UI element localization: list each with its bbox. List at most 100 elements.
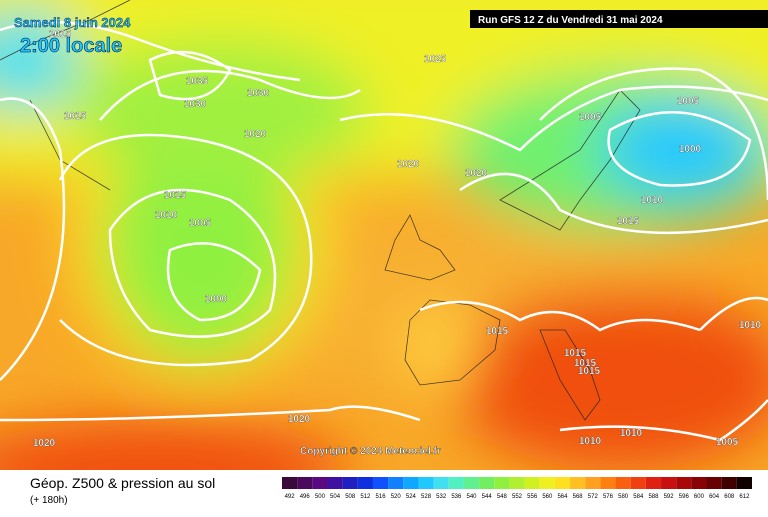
- isobar-label: 1015: [486, 326, 509, 337]
- isobar-label: 1005: [677, 96, 700, 107]
- scale-label: 492: [285, 494, 296, 500]
- scale-swatch: [736, 477, 752, 489]
- isobar-label: 1025: [424, 54, 447, 65]
- scale-label: 584: [633, 494, 644, 500]
- isobar-label: 1010: [155, 210, 178, 221]
- scale-swatch: [357, 477, 373, 489]
- scale-label: 520: [391, 494, 402, 500]
- scale-swatch: [539, 477, 555, 489]
- scale-swatch: [524, 477, 540, 489]
- scale-swatch: [312, 477, 328, 489]
- isobar-label: 1030: [247, 88, 270, 99]
- scale-swatch: [479, 477, 495, 489]
- isobar-label: 1020: [397, 159, 420, 170]
- isobar-label: 1020: [244, 129, 267, 140]
- scale-label: 604: [709, 494, 720, 500]
- isobar-label: 1010: [641, 195, 664, 206]
- isobar-label: 1020: [288, 414, 311, 425]
- scale-swatch: [706, 477, 722, 489]
- footer-title: Géop. Z500 & pression au sol: [30, 475, 215, 491]
- run-label: Run GFS 12 Z du Vendredi 31 mai 2024: [478, 15, 663, 26]
- scale-swatch: [418, 477, 434, 489]
- isobar-label: 1030: [184, 99, 207, 110]
- time-label: 2:00 locale: [20, 35, 122, 57]
- isobar-label: 1015: [164, 190, 187, 201]
- scale-swatch: [585, 477, 601, 489]
- isobar-label: 1015: [578, 366, 601, 377]
- scale-swatch: [282, 477, 298, 489]
- isobar-label: 1010: [579, 436, 602, 447]
- scale-swatch: [297, 477, 313, 489]
- scale-label: 504: [330, 494, 341, 500]
- scale-label: 532: [436, 494, 447, 500]
- scale-label: 560: [542, 494, 553, 500]
- scale-label: 500: [315, 494, 326, 500]
- scale-swatch: [676, 477, 692, 489]
- isobars: [0, 20, 768, 442]
- scale-swatch: [327, 477, 343, 489]
- scale-swatch: [661, 477, 677, 489]
- scale-label: 572: [588, 494, 599, 500]
- scale-label: 612: [739, 494, 750, 500]
- scale-swatch: [372, 477, 389, 489]
- isobar-label: 1005: [716, 437, 739, 448]
- scale-label: 576: [603, 494, 614, 500]
- scale-swatch: [615, 477, 631, 489]
- scale-swatch: [600, 477, 616, 489]
- scale-swatch: [403, 477, 419, 489]
- date-label: Samedi 8 juin 2024: [14, 15, 131, 30]
- isobar-label: 1035: [186, 76, 209, 87]
- scale-swatch: [463, 477, 480, 489]
- scale-swatch: [494, 477, 510, 489]
- scale-label: 552: [512, 494, 523, 500]
- scale-label: 496: [300, 494, 311, 500]
- footer-subtitle: (+ 180h): [30, 495, 68, 506]
- isobar-label: 1020: [465, 168, 488, 179]
- scale-label: 528: [421, 494, 432, 500]
- isobar-label: 1010: [739, 320, 762, 331]
- scale-label: 556: [527, 494, 538, 500]
- isobar-label: 1015: [617, 216, 640, 227]
- scale-swatch: [721, 477, 737, 489]
- scale-swatch: [570, 477, 586, 489]
- isobar-label: 1000: [679, 144, 702, 155]
- scale-label: 512: [360, 494, 371, 500]
- scale-label: 516: [376, 494, 387, 500]
- isobar-label: 1010: [620, 428, 643, 439]
- isobar-label: 1015: [64, 111, 87, 122]
- scale-label: 568: [573, 494, 584, 500]
- scale-swatch: [554, 477, 571, 489]
- scale-swatch: [448, 477, 464, 489]
- scale-swatch: [433, 477, 449, 489]
- scale-swatch: [388, 477, 404, 489]
- scale-swatch: [630, 477, 646, 489]
- scale-label: 544: [482, 494, 493, 500]
- scale-swatch: [691, 477, 707, 489]
- scale-swatch: [509, 477, 525, 489]
- scale-swatch: [645, 477, 662, 489]
- scale-label: 524: [406, 494, 417, 500]
- scale-label: 548: [497, 494, 508, 500]
- scale-swatch: [342, 477, 358, 489]
- scale-label: 596: [679, 494, 690, 500]
- scale-label: 608: [724, 494, 735, 500]
- scale-label: 580: [618, 494, 629, 500]
- isobar-label: 1005: [189, 218, 212, 229]
- copyright: Copyright © 2024 Meteociel.fr: [300, 446, 441, 457]
- scale-label: 536: [451, 494, 462, 500]
- scale-label: 600: [694, 494, 705, 500]
- isobar-label: 1000: [205, 294, 228, 305]
- scale-label: 564: [557, 494, 568, 500]
- isobar-label: 1015: [574, 358, 597, 369]
- isobar-label: 1015: [564, 348, 587, 359]
- isobar-label: 1015: [49, 29, 72, 40]
- scale-label: 588: [648, 494, 659, 500]
- isobar-label: 1005: [579, 112, 602, 123]
- scale-label: 592: [664, 494, 675, 500]
- scale-label: 540: [467, 494, 478, 500]
- isobar-label: 1020: [33, 438, 56, 449]
- run-banner: [470, 10, 768, 28]
- scale-label: 508: [345, 494, 356, 500]
